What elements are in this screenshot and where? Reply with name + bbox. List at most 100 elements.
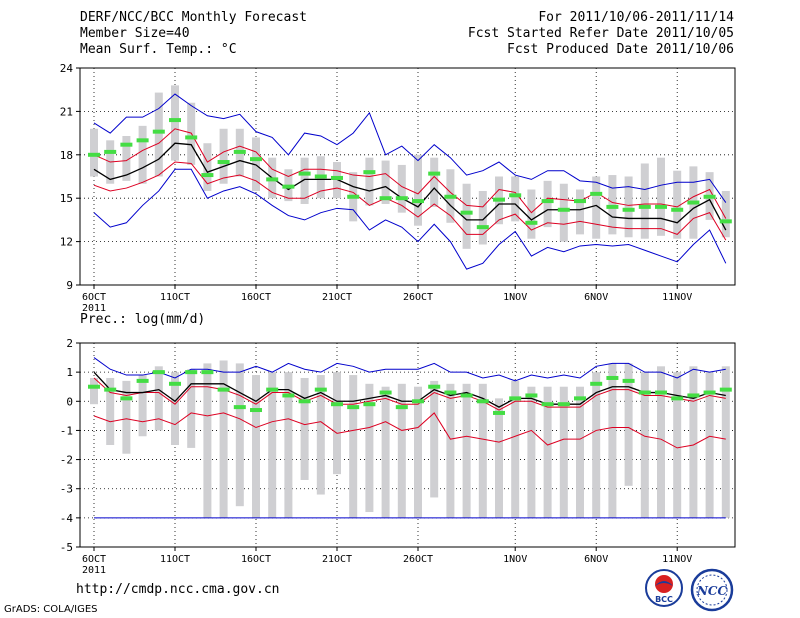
- box: [624, 363, 633, 486]
- box: [365, 157, 374, 206]
- mean-line: [93, 371, 726, 408]
- median-marker: [476, 399, 489, 404]
- y-tick-label: -1: [60, 424, 73, 437]
- box: [721, 366, 730, 518]
- median-marker: [282, 184, 295, 189]
- box: [705, 372, 714, 518]
- box: [138, 125, 147, 184]
- median-marker: [347, 405, 360, 410]
- box: [430, 157, 439, 207]
- box: [187, 369, 196, 448]
- box: [592, 372, 601, 518]
- median-marker: [412, 399, 424, 404]
- forecast-period: For 2011/10/06-2011/11/14: [538, 10, 734, 25]
- y-tick-label: 24: [60, 62, 74, 75]
- y-tick-label: -4: [60, 512, 74, 525]
- y-tick-label: 0: [66, 395, 73, 408]
- box: [608, 175, 617, 235]
- chart-panel-1: 9 12 15 18 21 24 6OCT 11OCT 16OCT 21OCT 26OCT 1NOV 6…: [60, 62, 736, 314]
- median-marker: [590, 191, 603, 196]
- median-marker: [169, 381, 181, 386]
- source-url: http://cmdp.ncc.cma.gov.cn: [76, 582, 280, 597]
- median-marker: [314, 174, 327, 179]
- box: [284, 372, 293, 518]
- header-left: DERF/NCC/BCC Monthly Forecast Member Siz…: [80, 10, 307, 58]
- percentile-line-lower: [93, 412, 726, 449]
- median-marker: [347, 194, 360, 199]
- grads-credit: GrADS: COLA/IGES: [4, 604, 98, 615]
- box: [90, 377, 98, 405]
- plot-frame: [79, 342, 736, 548]
- median-marker: [120, 396, 133, 401]
- box: [219, 128, 228, 184]
- bcc-logo-label: BCC: [655, 595, 673, 604]
- ncc-logo-label: NCC: [696, 584, 728, 598]
- box: [252, 375, 260, 518]
- y-tick-label: 1: [66, 366, 73, 379]
- box: [316, 375, 325, 495]
- box: [559, 386, 568, 518]
- y-tick-label: 9: [66, 279, 73, 292]
- x-tick-label: 26OCT: [403, 292, 433, 303]
- median-marker: [266, 387, 279, 392]
- box: [576, 189, 584, 235]
- median-marker: [88, 384, 100, 389]
- percentile-line-lower: [93, 161, 727, 241]
- header-right: For 2011/10/06-2011/11/14 Fcst Started R…: [468, 10, 734, 58]
- y-tick-label: 18: [60, 149, 73, 162]
- median-marker: [136, 378, 149, 383]
- x-tick-label: 16OCT: [241, 292, 271, 303]
- median-marker: [88, 152, 100, 157]
- box: [462, 183, 471, 249]
- median-marker: [476, 225, 489, 230]
- x-tick-label: 6OCT: [82, 554, 106, 565]
- y-tick-label: 15: [60, 192, 73, 205]
- fcst-started-date: Fcst Started Refer Date 2011/10/05: [467, 26, 734, 41]
- median-marker: [201, 173, 214, 178]
- median-marker: [541, 199, 554, 204]
- box: [154, 92, 163, 177]
- median-marker: [217, 387, 230, 392]
- box: [673, 372, 682, 518]
- x-tick-label: 16OCT: [241, 554, 271, 565]
- box: [90, 128, 98, 177]
- median-marker: [557, 207, 570, 212]
- box: [640, 372, 649, 518]
- median-marker: [460, 210, 473, 215]
- median-marker: [428, 171, 441, 176]
- box: [495, 398, 503, 518]
- x-tick-label: 26OCT: [403, 554, 433, 565]
- bcc-logo-icon: BCC: [645, 569, 683, 607]
- median-marker: [152, 370, 165, 375]
- median-marker: [331, 402, 343, 407]
- variable-label: Mean Surf. Temp.: °C: [80, 42, 237, 57]
- median-marker: [574, 199, 586, 204]
- box: [122, 380, 131, 454]
- median-marker: [379, 390, 392, 395]
- median-marker: [233, 405, 246, 410]
- envelope-line-upper: [93, 168, 727, 270]
- median-marker: [541, 402, 554, 407]
- median-marker: [266, 177, 279, 182]
- median-marker: [671, 396, 684, 401]
- y-tick-label: 2: [66, 337, 73, 350]
- median-marker: [363, 170, 376, 175]
- x-tick-label: 1NOV: [503, 554, 527, 565]
- median-marker: [687, 393, 700, 398]
- median-marker: [152, 129, 165, 134]
- median-marker: [638, 204, 651, 209]
- box: [154, 366, 163, 431]
- median-marker: [298, 399, 311, 404]
- median-marker: [169, 118, 181, 123]
- x-year-label: 2011: [82, 565, 106, 576]
- box: [414, 386, 422, 518]
- median-marker: [655, 390, 667, 395]
- median-marker: [428, 384, 441, 389]
- median-marker: [590, 381, 603, 386]
- median-marker: [557, 402, 570, 407]
- box: [462, 383, 471, 518]
- box: [511, 380, 520, 518]
- box: [430, 380, 439, 498]
